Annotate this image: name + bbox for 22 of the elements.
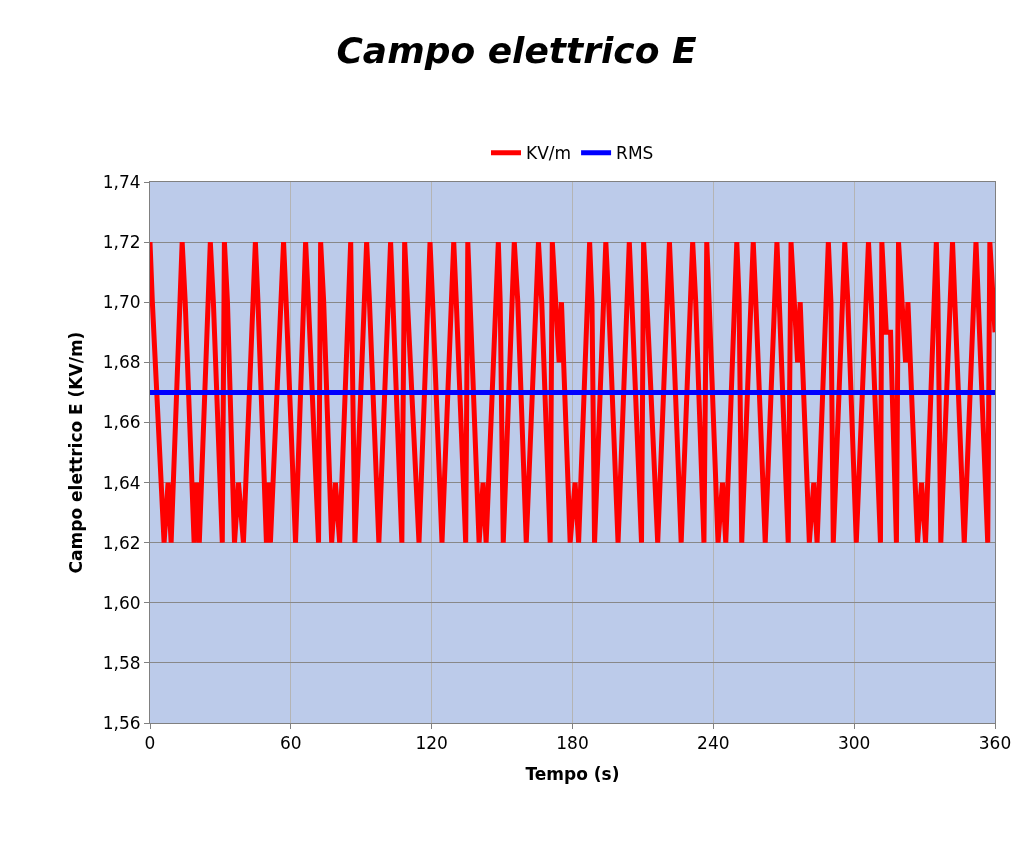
y-tick-label: 1,60 [102,592,141,613]
y-tick-label: 1,56 [102,712,141,733]
y-tick-label: 1,64 [102,472,141,493]
chart-title: Campo elettrico E [336,30,697,72]
y-tick-label: 1,70 [102,292,141,313]
x-tick-label: 60 [280,733,302,754]
y-tick-label: 1,68 [102,352,141,373]
x-tick-label: 120 [415,733,448,754]
y-tick-label: 1,72 [102,232,141,253]
y-tick-label: 1,58 [102,652,141,673]
x-tick-label: 180 [556,733,589,754]
x-axis-title: Tempo (s) [525,763,620,784]
x-tick-label: 300 [837,733,871,754]
x-tick-label: 360 [978,733,1012,754]
x-tick-label: 240 [697,733,730,754]
x-tick-label: 0 [144,733,156,754]
y-tick-label: 1,74 [102,171,141,192]
y-tick-label: 1,62 [102,532,141,553]
legend-label: KV/m [526,143,572,164]
y-axis-title: Campo elettrico E (KV/m) [66,331,87,574]
y-tick-label: 1,66 [102,412,141,433]
legend-label: RMS [616,143,654,164]
